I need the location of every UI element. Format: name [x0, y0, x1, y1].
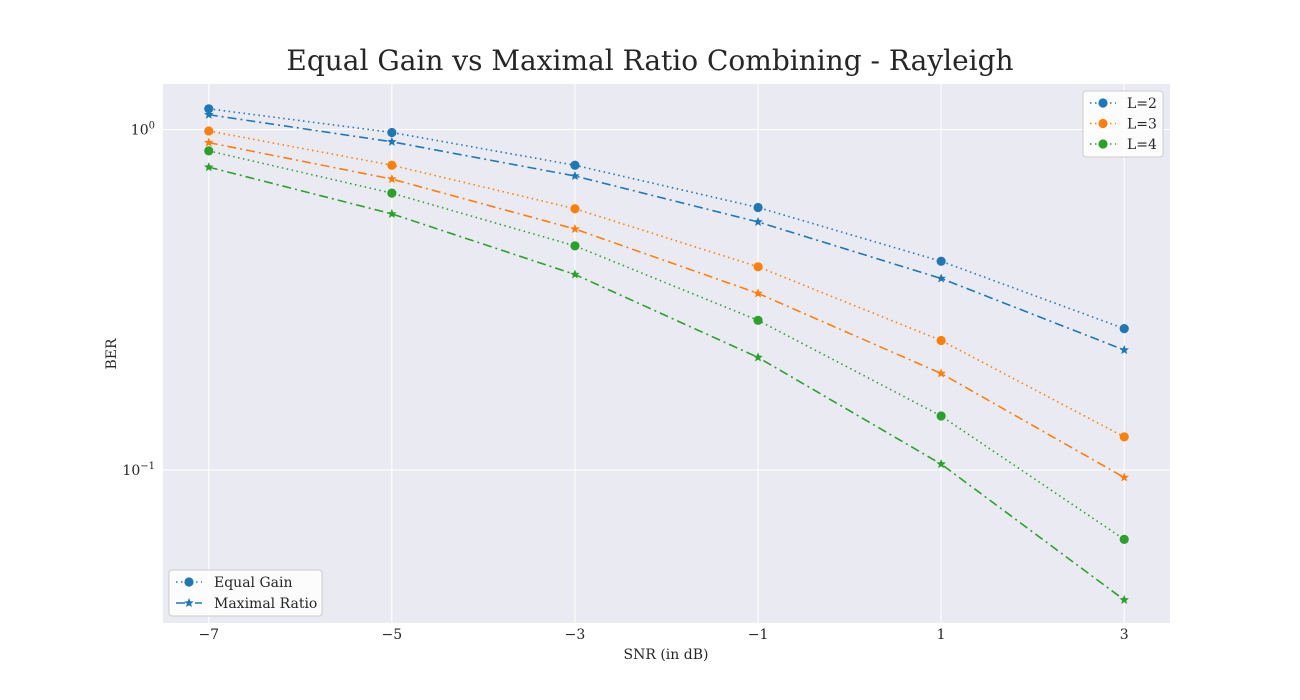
legend-marker: [184, 577, 194, 587]
data-point: [204, 104, 214, 114]
data-point: [936, 273, 946, 283]
data-point: [570, 224, 580, 234]
series-layer: [204, 104, 1129, 604]
series-line: [208, 113, 1125, 351]
y-tick-label: 100: [131, 120, 155, 138]
data-point: [387, 208, 397, 218]
legend-marker: [1098, 139, 1108, 149]
series-line: [208, 130, 1125, 438]
data-point: [936, 411, 946, 421]
data-point: [936, 335, 946, 346]
data-point: [936, 256, 946, 266]
x-tick-label: 3: [1120, 627, 1129, 643]
legend-label: L=4: [1127, 137, 1157, 153]
data-point: [204, 162, 214, 172]
legend-marker: [1098, 98, 1108, 108]
data-point: [387, 136, 397, 146]
series-line: [208, 166, 1125, 601]
data-point: [570, 204, 580, 214]
legend-style: Equal Gain Maximal Ratio: [168, 569, 323, 617]
x-axis: −7 −5 −3 −1 1 3: [198, 627, 1128, 643]
data-point: [1119, 324, 1129, 334]
data-point: [204, 126, 214, 136]
x-tick-label: 1: [937, 627, 946, 643]
data-point: [1119, 472, 1129, 482]
data-point: [387, 160, 397, 170]
x-axis-label: SNR (in dB): [624, 647, 709, 663]
plot-area: [163, 84, 1170, 623]
x-tick-label: −1: [748, 627, 769, 643]
data-point: [936, 368, 946, 378]
data-point: [387, 174, 397, 184]
legend-label: Equal Gain: [214, 575, 293, 591]
data-point: [570, 170, 580, 181]
chart-title: Equal Gain vs Maximal Ratio Combining - …: [286, 44, 1013, 77]
x-tick-label: −5: [382, 627, 403, 643]
data-point: [1119, 594, 1129, 604]
legend-label: L=2: [1127, 96, 1157, 112]
data-point: [753, 315, 763, 325]
data-point: [570, 241, 580, 251]
y-tick-label: 10−1: [122, 461, 155, 479]
data-point: [936, 459, 946, 469]
data-point: [204, 109, 214, 119]
data-point: [753, 202, 763, 213]
legend-label: L=3: [1127, 117, 1157, 133]
series-line: [208, 141, 1125, 479]
x-tick-label: −3: [565, 627, 586, 643]
legend-frame: [168, 569, 323, 617]
data-point: [204, 146, 214, 156]
data-point: [753, 262, 763, 272]
y-axis: 100 10−1: [122, 120, 155, 478]
data-point: [1119, 534, 1129, 544]
legend-marker: [184, 598, 194, 608]
data-point: [570, 269, 580, 279]
legend-label: Maximal Ratio: [214, 596, 317, 612]
data-point: [1119, 432, 1129, 442]
data-point: [387, 127, 397, 138]
data-point: [753, 216, 763, 226]
x-tick-label: −7: [198, 627, 219, 643]
legend-marker: [1098, 118, 1108, 129]
data-point: [753, 352, 763, 362]
data-point: [387, 188, 397, 198]
y-axis-label: BER: [104, 338, 120, 370]
data-point: [204, 137, 214, 147]
legend-color: L=2 L=3 L=4: [1082, 90, 1164, 158]
data-point: [753, 288, 763, 298]
data-point: [570, 160, 580, 170]
data-point: [1119, 344, 1129, 355]
